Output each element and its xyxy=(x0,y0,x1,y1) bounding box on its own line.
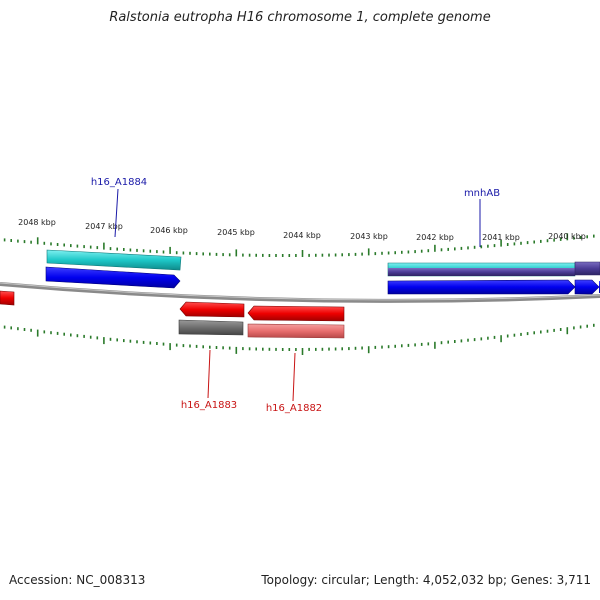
cds-left-red[interactable] xyxy=(0,290,15,306)
leader-h16-A1882 xyxy=(292,352,296,402)
accession-text: Accession: NC_008313 xyxy=(9,573,146,587)
forward-cds-row xyxy=(45,266,600,295)
genome-summary-text: Topology: circular; Length: 4,052,032 bp… xyxy=(261,573,591,587)
tick-label-2045: 2045 kbp xyxy=(217,228,255,237)
cds-right-1[interactable] xyxy=(574,279,600,295)
leader-h16-A1883 xyxy=(207,349,211,399)
leader-h16-A1884 xyxy=(114,188,119,238)
label-leaders xyxy=(114,188,481,402)
chromosome-backbone xyxy=(0,282,600,303)
gene-label-h16-A1884[interactable]: h16_A1884 xyxy=(91,177,147,188)
tick-label-2047: 2047 kbp xyxy=(85,222,123,231)
tick-labels: 2048 kbp 2047 kbp 2046 kbp 2045 kbp 2044… xyxy=(18,218,586,242)
gene-label-mnhAB[interactable]: mnhAB xyxy=(464,188,500,199)
tick-label-2041: 2041 kbp xyxy=(482,233,520,242)
cds-h16-A1884[interactable] xyxy=(45,266,181,289)
tick-label-2040: 2040 kbp xyxy=(548,232,586,241)
reverse-feature-row xyxy=(178,319,345,339)
tick-label-2043: 2043 kbp xyxy=(350,232,388,241)
feature-h16-A1882[interactable] xyxy=(247,323,345,339)
cds-h16-A1882[interactable] xyxy=(247,305,345,322)
upper-tick-ring xyxy=(3,233,595,257)
forward-feature-row xyxy=(46,249,600,277)
reverse-cds-row xyxy=(0,290,345,322)
tick-label-2044: 2044 kbp xyxy=(283,231,321,240)
chromosome-backbone-highlight xyxy=(0,282,600,301)
tick-label-2042: 2042 kbp xyxy=(416,233,454,242)
tick-label-2048: 2048 kbp xyxy=(18,218,56,227)
lower-tick-ring xyxy=(3,323,595,355)
feature-h16-A1883[interactable] xyxy=(178,319,244,336)
cds-mnhAB[interactable] xyxy=(387,279,576,295)
feature-mnhAB-dark-lower[interactable] xyxy=(388,268,575,276)
map-title: Ralstonia eutropha H16 chromosome 1, com… xyxy=(109,10,491,25)
feature-h16-A1884[interactable] xyxy=(46,249,182,271)
cds-h16-A1883[interactable] xyxy=(179,301,245,318)
gene-label-h16-A1882[interactable]: h16_A1882 xyxy=(266,403,322,414)
feature-dark-right[interactable] xyxy=(574,261,600,276)
gene-label-h16-A1883[interactable]: h16_A1883 xyxy=(181,400,237,411)
tick-label-2046: 2046 kbp xyxy=(150,226,188,235)
